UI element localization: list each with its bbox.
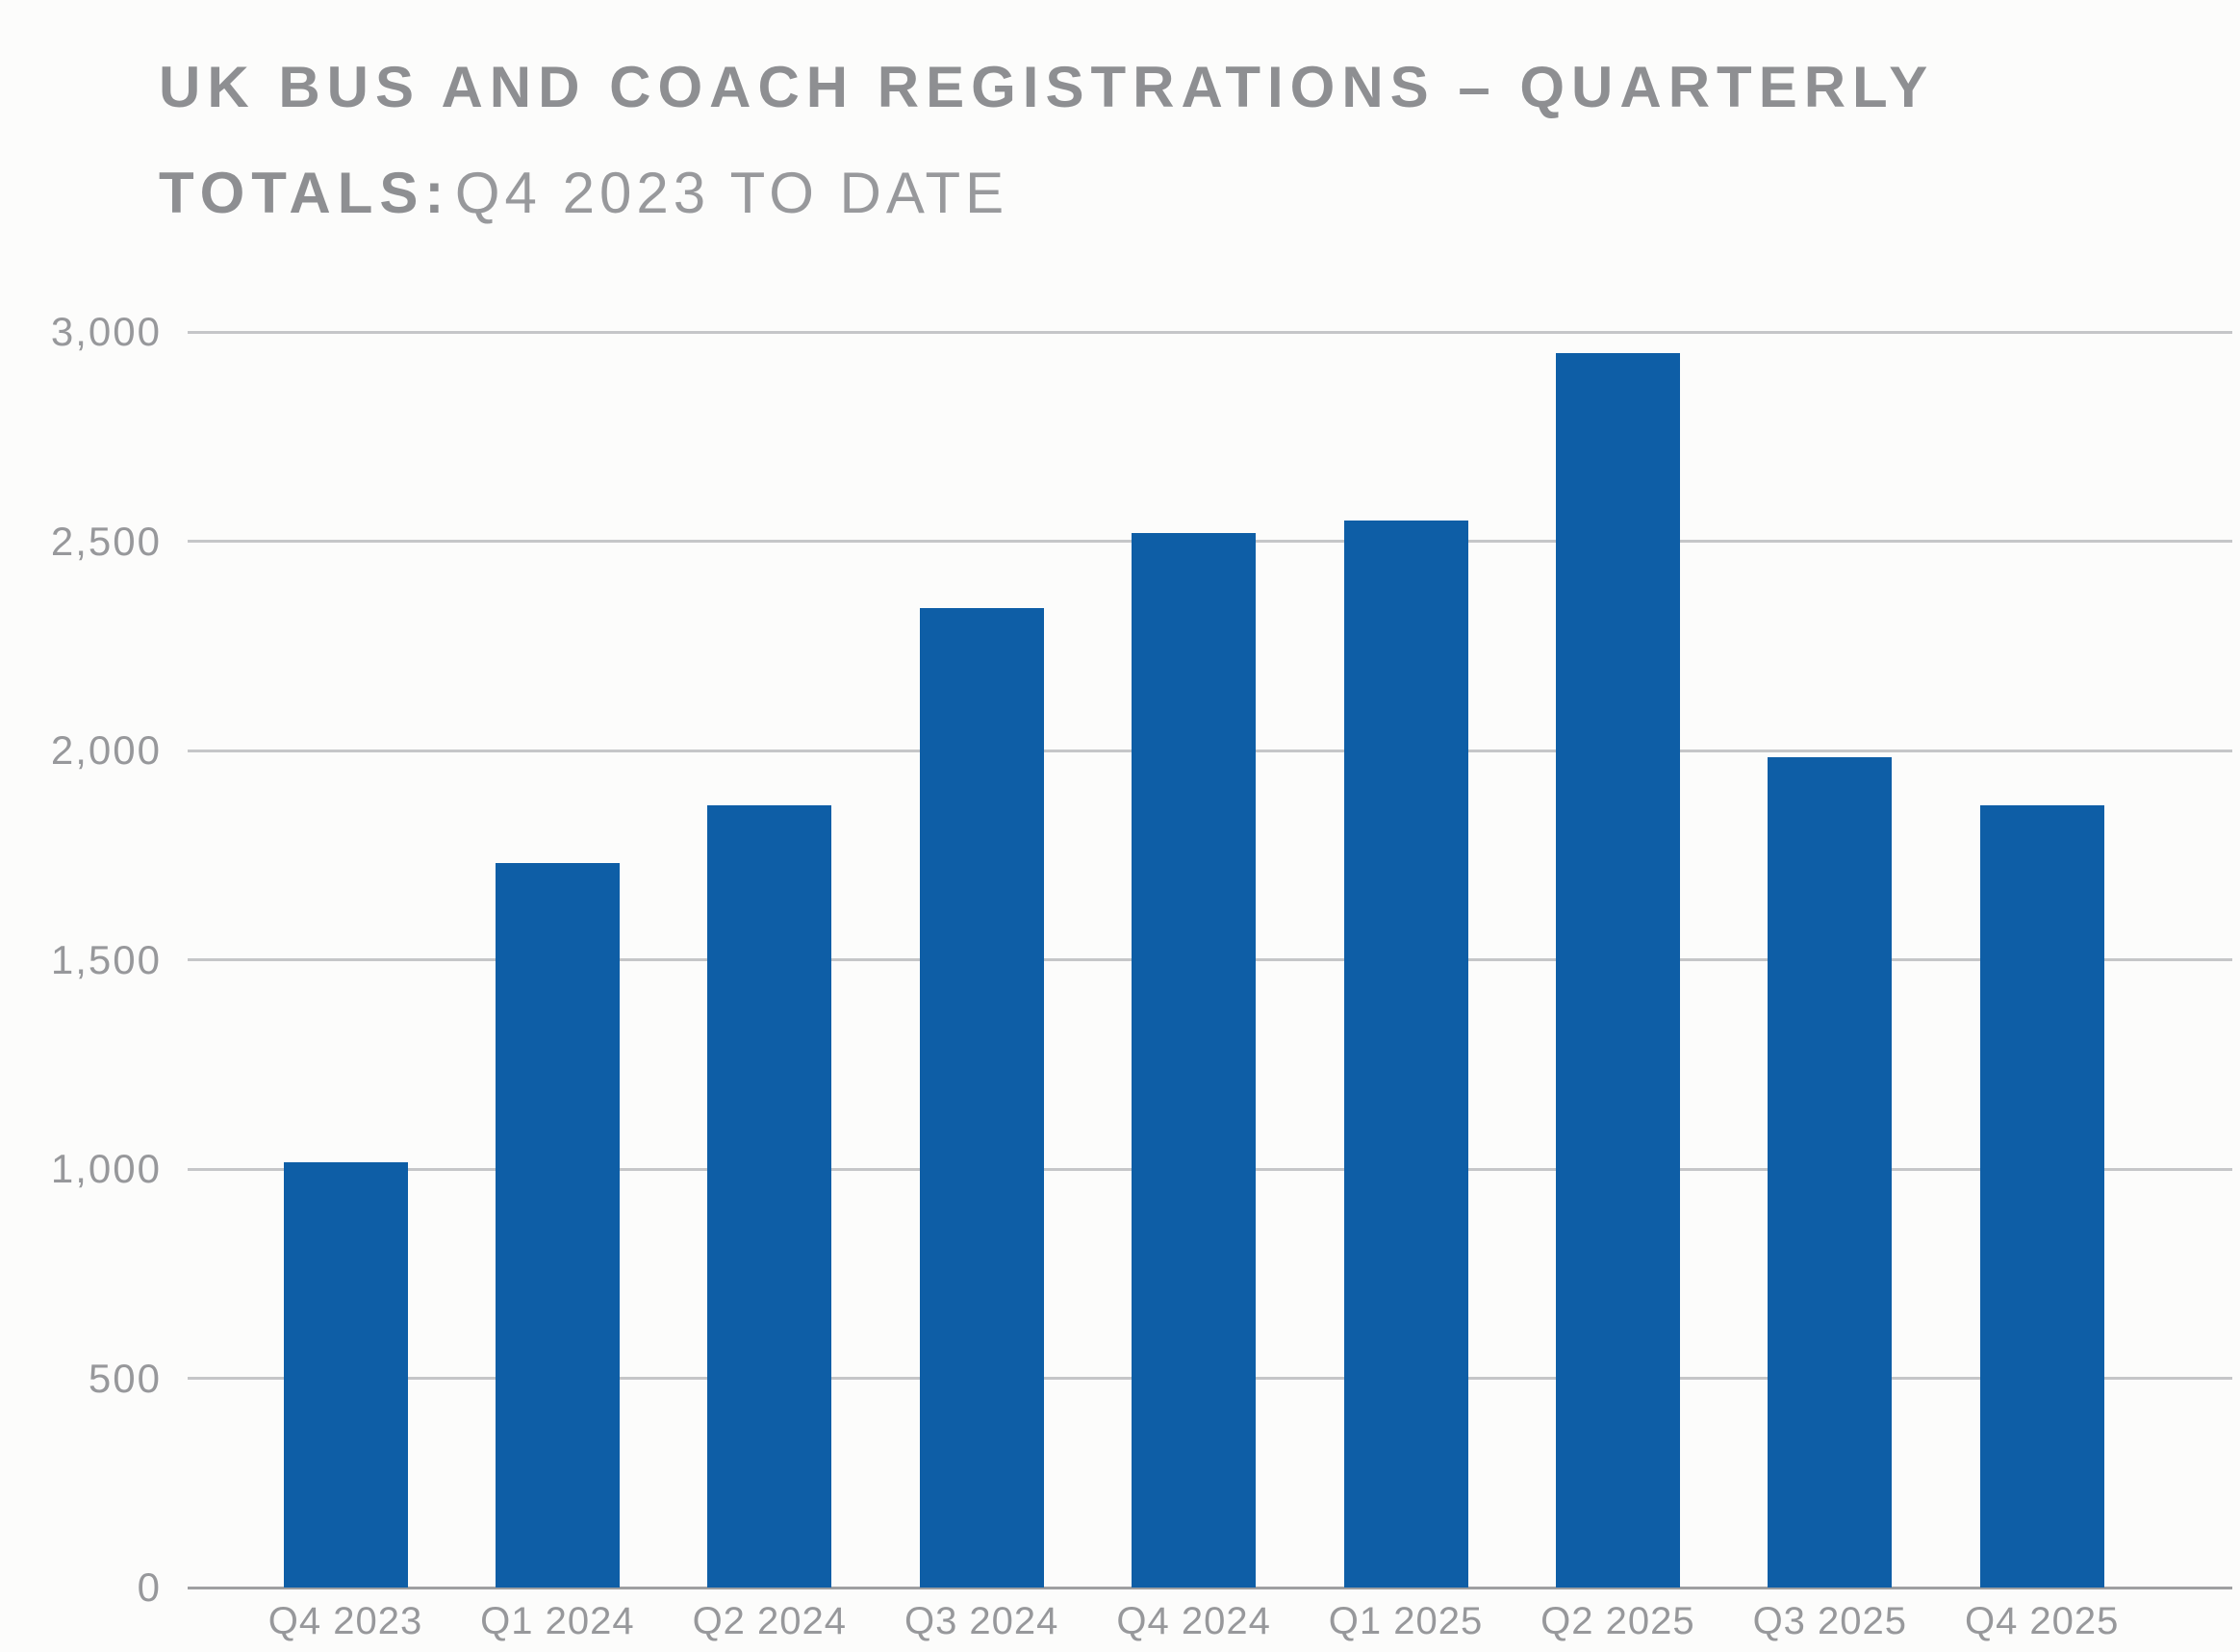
y-tick-label-500: 500	[88, 1355, 162, 1401]
chart-title-line1-text: UK BUS AND COACH REGISTRATIONS – QUARTER…	[159, 55, 1935, 119]
x-tick-label-q2-2024: Q2 2024	[692, 1600, 848, 1642]
chart-title-line2-regular: Q4 2023 TO DATE	[454, 161, 1009, 225]
bar-q4-2023	[283, 1162, 408, 1588]
x-tick-label-q4-2025: Q4 2025	[1964, 1600, 2120, 1642]
bar-q1-2024	[495, 863, 620, 1588]
x-axis-line	[188, 1586, 2232, 1589]
y-tick-label-2500: 2,500	[50, 518, 162, 564]
x-tick-label-q3-2025: Q3 2025	[1752, 1600, 1908, 1642]
y-tick-label-1500: 1,500	[50, 936, 162, 982]
chart-title-line1: UK BUS AND COACH REGISTRATIONS – QUARTER…	[159, 42, 2199, 148]
y-tick-label-2000: 2,000	[50, 727, 162, 773]
chart-title-line2: TOTALS: Q4 2023 TO DATE	[159, 148, 2199, 254]
x-tick-label-q1-2025: Q1 2025	[1328, 1600, 1484, 1642]
x-tick-label-q1-2024: Q1 2024	[480, 1600, 635, 1642]
gridline-3000	[188, 330, 2232, 334]
chart-title: UK BUS AND COACH REGISTRATIONS – QUARTER…	[159, 42, 2199, 254]
bar-q4-2025	[1979, 804, 2104, 1588]
chart-title-line2-bold: TOTALS:	[159, 161, 451, 225]
y-tick-label-0: 0	[137, 1564, 162, 1610]
x-tick-label-q2-2025: Q2 2025	[1540, 1600, 1695, 1642]
x-tick-label-q4-2023: Q4 2023	[267, 1600, 423, 1642]
x-tick-label-q4-2024: Q4 2024	[1116, 1600, 1271, 1642]
bar-q3-2025	[1768, 756, 1893, 1588]
y-tick-label-3000: 3,000	[50, 309, 162, 354]
x-tick-label-q3-2024: Q3 2024	[904, 1600, 1059, 1642]
y-tick-label-1000: 1,000	[50, 1146, 162, 1191]
bar-q2-2024	[707, 804, 832, 1588]
bar-q4-2024	[1132, 532, 1257, 1588]
bar-q3-2024	[919, 608, 1044, 1588]
bar-q1-2025	[1343, 520, 1468, 1588]
bar-q2-2025	[1555, 352, 1680, 1588]
